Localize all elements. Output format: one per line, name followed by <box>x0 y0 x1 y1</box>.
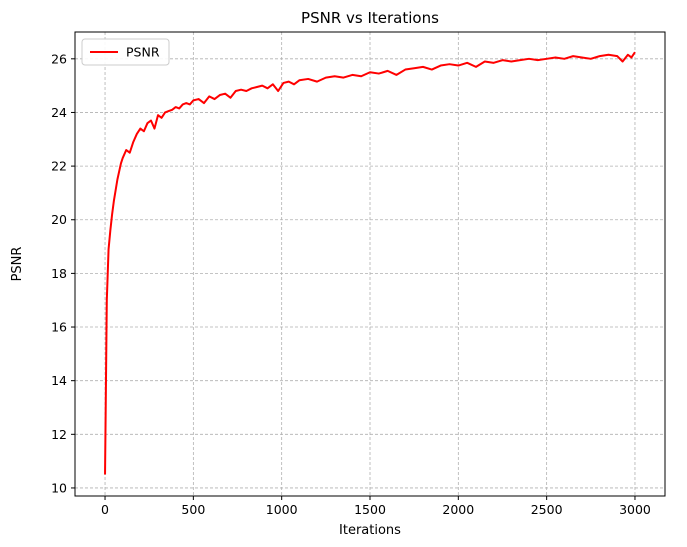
x-tick-label: 1500 <box>354 502 386 517</box>
legend: PSNR <box>81 38 170 66</box>
y-axis-label: PSNR <box>10 247 25 282</box>
axis-ticks: 0 500 1000 1500 2000 2500 3000 10 12 14 16 18 20 22 24… <box>51 51 651 517</box>
y-tick-label: 12 <box>51 427 67 442</box>
legend-box <box>81 38 170 66</box>
psnr-series-line <box>104 51 636 475</box>
x-tick-label: 2000 <box>442 502 474 517</box>
legend-label: PSNR <box>126 45 160 60</box>
x-tick-label: 1000 <box>266 502 298 517</box>
y-tick-label: 16 <box>51 320 67 335</box>
y-tick-label: 18 <box>51 266 67 281</box>
chart-title: PSNR vs Iterations <box>301 9 439 27</box>
x-tick-label: 2500 <box>531 502 563 517</box>
x-tick-label: 500 <box>181 502 205 517</box>
x-axis-label: Iterations <box>339 523 401 538</box>
x-tick-label: 0 <box>101 502 109 517</box>
y-tick-label: 10 <box>51 480 67 495</box>
y-tick-label: 24 <box>51 105 67 120</box>
series-lines <box>104 51 636 475</box>
y-tick-label: 20 <box>51 212 67 227</box>
x-tick-label: 3000 <box>619 502 651 517</box>
y-tick-label: 22 <box>51 159 67 174</box>
y-tick-label: 26 <box>51 51 67 66</box>
y-tick-label: 14 <box>51 373 67 388</box>
